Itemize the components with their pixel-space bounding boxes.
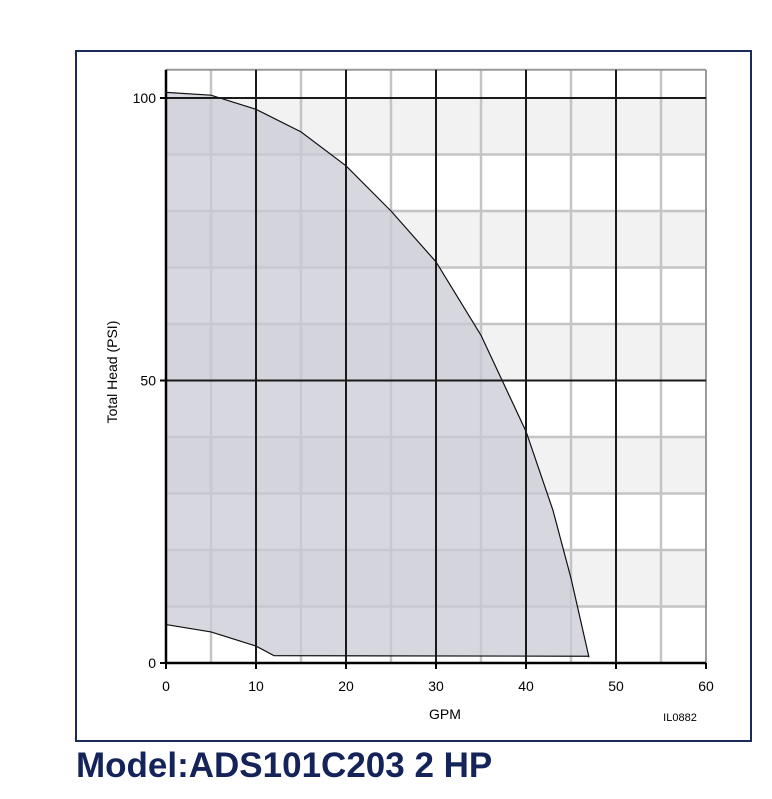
y-tick-label: 50 bbox=[140, 373, 156, 389]
curve bbox=[165, 91, 590, 658]
x-axis-label: GPM bbox=[429, 706, 461, 722]
y-tick-label: 100 bbox=[133, 90, 157, 106]
x-tick-label: 40 bbox=[518, 678, 534, 694]
x-tick-label: 50 bbox=[608, 678, 624, 694]
chart-frame bbox=[75, 50, 752, 742]
chart-title: Model:ADS101C203 2 HP bbox=[76, 746, 492, 785]
x-tick-label: 10 bbox=[248, 678, 264, 694]
annotation: IL0882 bbox=[663, 712, 697, 724]
x-tick-label: 30 bbox=[428, 678, 444, 694]
x-tick-label: 60 bbox=[698, 678, 714, 694]
y-tick-label: 0 bbox=[148, 655, 156, 671]
x-tick-label: 0 bbox=[162, 678, 170, 694]
y-axis-label: Total Head (PSI) bbox=[104, 321, 120, 424]
x-tick-label: 20 bbox=[338, 678, 354, 694]
plot-area: 0 10 20 30 40 50 60 0 50 100 bbox=[133, 68, 714, 694]
operating-area bbox=[166, 92, 589, 658]
